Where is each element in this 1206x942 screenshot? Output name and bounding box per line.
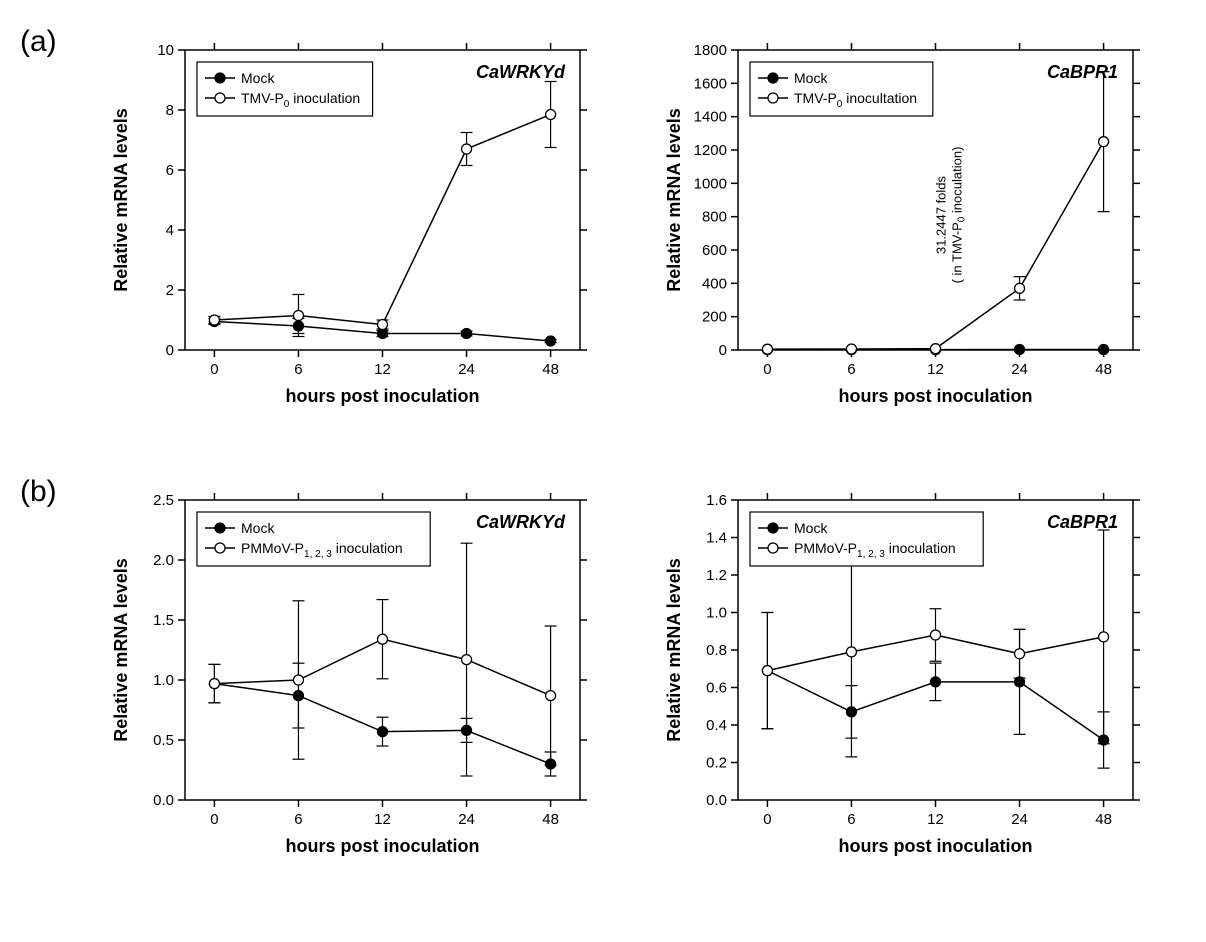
svg-text:200: 200	[702, 309, 727, 326]
svg-text:Mock: Mock	[794, 70, 828, 86]
svg-text:Relative mRNA levels: Relative mRNA levels	[111, 108, 131, 291]
panel-label-a: (a)	[20, 20, 80, 460]
svg-text:6: 6	[166, 162, 174, 179]
svg-text:12: 12	[927, 811, 944, 828]
svg-text:800: 800	[702, 209, 727, 226]
svg-text:1.6: 1.6	[706, 492, 727, 509]
svg-text:0.8: 0.8	[706, 642, 727, 659]
svg-text:Relative mRNA levels: Relative mRNA levels	[111, 558, 131, 741]
svg-text:1800: 1800	[694, 42, 727, 59]
svg-text:12: 12	[927, 361, 944, 378]
svg-text:0: 0	[210, 361, 218, 378]
svg-text:0: 0	[210, 811, 218, 828]
svg-text:12: 12	[374, 811, 391, 828]
svg-text:CaBPR1: CaBPR1	[1047, 62, 1118, 82]
svg-text:1000: 1000	[694, 175, 727, 192]
svg-text:0: 0	[719, 342, 727, 359]
chart-b-right: 0.0 0.2 0.4 0.6 0.8 1.0 1.2 1.4 1.6 0 6 12 24 48 hours…	[653, 470, 1186, 910]
svg-text:8: 8	[166, 102, 174, 119]
svg-text:0.0: 0.0	[706, 792, 727, 809]
svg-text:24: 24	[1011, 361, 1028, 378]
svg-text:Mock: Mock	[794, 520, 828, 536]
svg-text:48: 48	[1095, 361, 1112, 378]
svg-text:10: 10	[157, 42, 174, 59]
svg-text:600: 600	[702, 242, 727, 259]
svg-text:0: 0	[763, 361, 771, 378]
svg-text:hours post inoculation: hours post inoculation	[286, 386, 480, 406]
svg-text:CaWRKYd: CaWRKYd	[476, 62, 566, 82]
svg-text:400: 400	[702, 275, 727, 292]
svg-text:Relative mRNA levels: Relative mRNA levels	[664, 108, 684, 291]
svg-text:31.2447 folds: 31.2447 folds	[934, 175, 949, 254]
svg-text:2: 2	[166, 282, 174, 299]
svg-text:48: 48	[542, 811, 559, 828]
svg-text:6: 6	[294, 811, 302, 828]
svg-text:CaBPR1: CaBPR1	[1047, 512, 1118, 532]
svg-text:hours post inoculation: hours post inoculation	[839, 386, 1033, 406]
chart-a-right: 0 200 400 600 800 1000 1200 1400 1600 1800 0 6 12 24 4…	[653, 20, 1186, 460]
svg-text:1.4: 1.4	[706, 530, 727, 547]
svg-text:6: 6	[294, 361, 302, 378]
chart-b-left: 0.0 0.5 1.0 1.5 2.0 2.5 0 6 12 24 48 hours post ino…	[100, 470, 633, 910]
svg-text:( in TMV-P0 inoculation): ( in TMV-P0 inoculation)	[950, 147, 968, 284]
svg-text:4: 4	[166, 222, 174, 239]
svg-text:hours post inoculation: hours post inoculation	[839, 836, 1033, 856]
svg-text:Mock: Mock	[241, 70, 275, 86]
svg-text:1.2: 1.2	[706, 567, 727, 584]
svg-text:12: 12	[374, 361, 391, 378]
svg-text:Mock: Mock	[241, 520, 275, 536]
svg-text:0: 0	[763, 811, 771, 828]
svg-text:1200: 1200	[694, 142, 727, 159]
svg-text:1600: 1600	[694, 75, 727, 92]
svg-text:0.4: 0.4	[706, 717, 727, 734]
svg-text:1.0: 1.0	[153, 672, 174, 689]
svg-text:24: 24	[458, 811, 475, 828]
panel-label-b: (b)	[20, 470, 80, 910]
svg-text:6: 6	[847, 361, 855, 378]
svg-text:0.2: 0.2	[706, 755, 727, 772]
svg-text:48: 48	[1095, 811, 1112, 828]
svg-text:0.0: 0.0	[153, 792, 174, 809]
svg-text:2.5: 2.5	[153, 492, 174, 509]
svg-text:0.5: 0.5	[153, 732, 174, 749]
svg-text:2.0: 2.0	[153, 552, 174, 569]
svg-text:1.0: 1.0	[706, 605, 727, 622]
svg-text:48: 48	[542, 361, 559, 378]
svg-text:0.6: 0.6	[706, 680, 727, 697]
svg-text:1400: 1400	[694, 109, 727, 126]
svg-text:1.5: 1.5	[153, 612, 174, 629]
chart-a-left: 024681006122448hours post inoculationRel…	[100, 20, 633, 460]
svg-text:24: 24	[1011, 811, 1028, 828]
svg-text:0: 0	[166, 342, 174, 359]
svg-text:24: 24	[458, 361, 475, 378]
svg-text:Relative mRNA levels: Relative mRNA levels	[664, 558, 684, 741]
svg-text:6: 6	[847, 811, 855, 828]
svg-text:hours post inoculation: hours post inoculation	[286, 836, 480, 856]
figure-grid: (a) 024681006122448hours post inoculatio…	[20, 20, 1186, 910]
svg-text:CaWRKYd: CaWRKYd	[476, 512, 566, 532]
